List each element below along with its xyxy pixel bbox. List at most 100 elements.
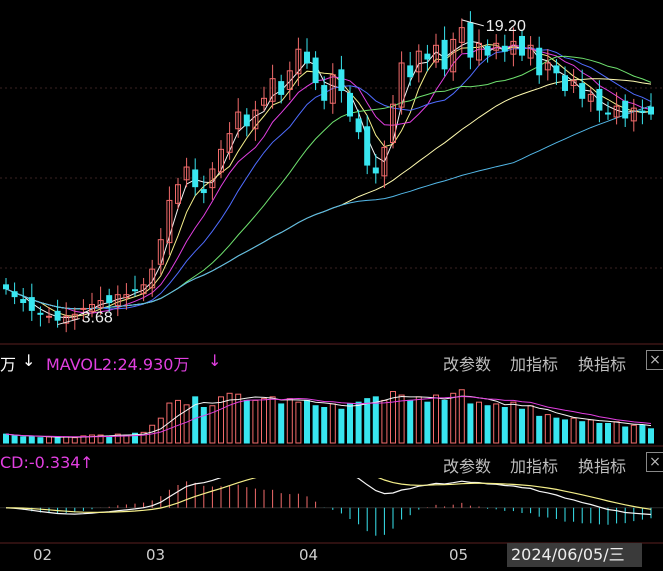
macd-value-label: CD:-0.334 <box>0 453 81 472</box>
volume-bar-up <box>458 389 465 444</box>
candle-down <box>3 284 9 290</box>
modify-params-button[interactable]: 改参数 <box>443 355 492 374</box>
candle-up <box>80 307 87 310</box>
close-icon[interactable]: × <box>646 452 663 472</box>
close-icon[interactable]: × <box>646 350 663 370</box>
volume-bar-down <box>20 436 27 444</box>
modify-params-button[interactable]: 改参数 <box>443 457 492 476</box>
candle-down <box>622 100 629 119</box>
volume-bar-down <box>562 419 568 444</box>
volume-bar-down <box>372 396 379 444</box>
switch-indicator-button[interactable]: 换指标 <box>578 457 627 476</box>
volume-bar-up <box>89 434 95 444</box>
volume-bar-up <box>261 398 267 444</box>
volume-bar-down <box>441 399 448 444</box>
add-indicator-button[interactable]: 加指标 <box>510 355 559 374</box>
candlesticks <box>3 11 654 333</box>
candle-down <box>579 83 586 99</box>
volume-bar-up <box>166 402 173 444</box>
volume-bar-up <box>570 417 577 444</box>
volume-bar-up <box>450 392 457 444</box>
x-axis-month-label: 02 <box>33 546 53 564</box>
candle-up <box>63 315 70 324</box>
candle-down <box>28 297 35 311</box>
volume-bar-down <box>501 407 508 444</box>
volume-bar-down <box>37 437 44 444</box>
candle-up <box>269 78 276 102</box>
candle-up <box>527 44 534 59</box>
mavol-line <box>5 395 652 438</box>
x-axis-month-label: 04 <box>299 546 319 564</box>
switch-indicator-button[interactable]: 换指标 <box>578 355 627 374</box>
volume-bar-down <box>347 403 353 444</box>
add-indicator-button[interactable]: 加指标 <box>510 457 559 476</box>
candle-up <box>46 315 52 318</box>
volume-bar-down <box>338 408 345 444</box>
mavol2-label: MAVOL2:24.930万 <box>46 355 190 374</box>
candle-down <box>596 88 603 111</box>
high-price-label: 19.20 <box>486 18 526 35</box>
candle-up <box>381 146 388 177</box>
candle-down <box>372 167 379 174</box>
price-annotations: 19.20 3.68 <box>57 18 526 327</box>
candle-up <box>252 109 259 130</box>
candle-down <box>484 45 491 56</box>
volume-bar-up <box>476 401 482 444</box>
candle-up <box>458 27 465 43</box>
candle-up <box>570 80 577 87</box>
candle-up <box>476 42 482 61</box>
volume-bar-up <box>209 405 216 444</box>
candle-up <box>415 50 422 73</box>
candle-up <box>71 313 78 320</box>
candle-up <box>114 294 121 306</box>
candle-up <box>493 42 500 51</box>
candle-up <box>149 268 156 289</box>
volume-bar-down <box>304 399 310 444</box>
candle-down <box>20 299 27 304</box>
volume-bars <box>3 389 654 444</box>
x-axis-month-label: 05 <box>449 546 469 564</box>
volume-bar-up <box>97 434 104 444</box>
volume-bar-down <box>648 428 654 444</box>
ma-line <box>5 47 652 310</box>
volume-bar-down <box>596 422 603 444</box>
candle-up <box>235 111 242 130</box>
volume-bar-down <box>553 417 560 444</box>
volume-bar-down <box>484 405 491 444</box>
volume-bar-down <box>519 408 525 444</box>
low-price-label: 3.68 <box>82 310 113 327</box>
candle-down <box>424 53 431 60</box>
moving-average-lines <box>5 40 652 319</box>
candle-down <box>278 81 285 95</box>
candle-up <box>329 74 336 104</box>
candle-up <box>390 103 396 143</box>
price-grid <box>0 87 663 269</box>
volume-bar-down <box>3 433 9 444</box>
volume-bar-down <box>639 424 646 444</box>
volume-bar-down <box>132 432 138 444</box>
macd-panel-header: CD:-0.334 ↑ 改参数 加指标 换指标 × <box>0 448 663 478</box>
candle-down <box>243 114 250 127</box>
candle-down <box>106 295 113 304</box>
volume-bar-up <box>295 401 302 444</box>
volume-bar-down <box>605 422 611 444</box>
candle-down <box>347 92 353 117</box>
volume-bar-up <box>269 396 276 444</box>
volume-panel-header: 万 ↓ MAVOL2:24.930万 ↓ 改参数 加指标 换指标 × <box>0 346 663 376</box>
annotation-arrow <box>57 318 80 326</box>
x-axis-month-label: 03 <box>146 546 166 564</box>
volume-bar-down <box>536 415 543 444</box>
volume-bar-down <box>364 398 371 444</box>
candle-up <box>630 107 637 122</box>
mavol2-trend-arrow-icon: ↓ <box>208 351 222 370</box>
candle-down <box>441 39 448 70</box>
annotation-arrow <box>461 19 484 27</box>
candle-up <box>587 93 594 102</box>
macd-trend-arrow-icon: ↑ <box>80 453 94 472</box>
candle-down <box>304 51 310 64</box>
candle-up <box>123 294 130 299</box>
volume-trend-arrow-icon: ↓ <box>22 351 36 370</box>
candle-down <box>200 189 207 194</box>
